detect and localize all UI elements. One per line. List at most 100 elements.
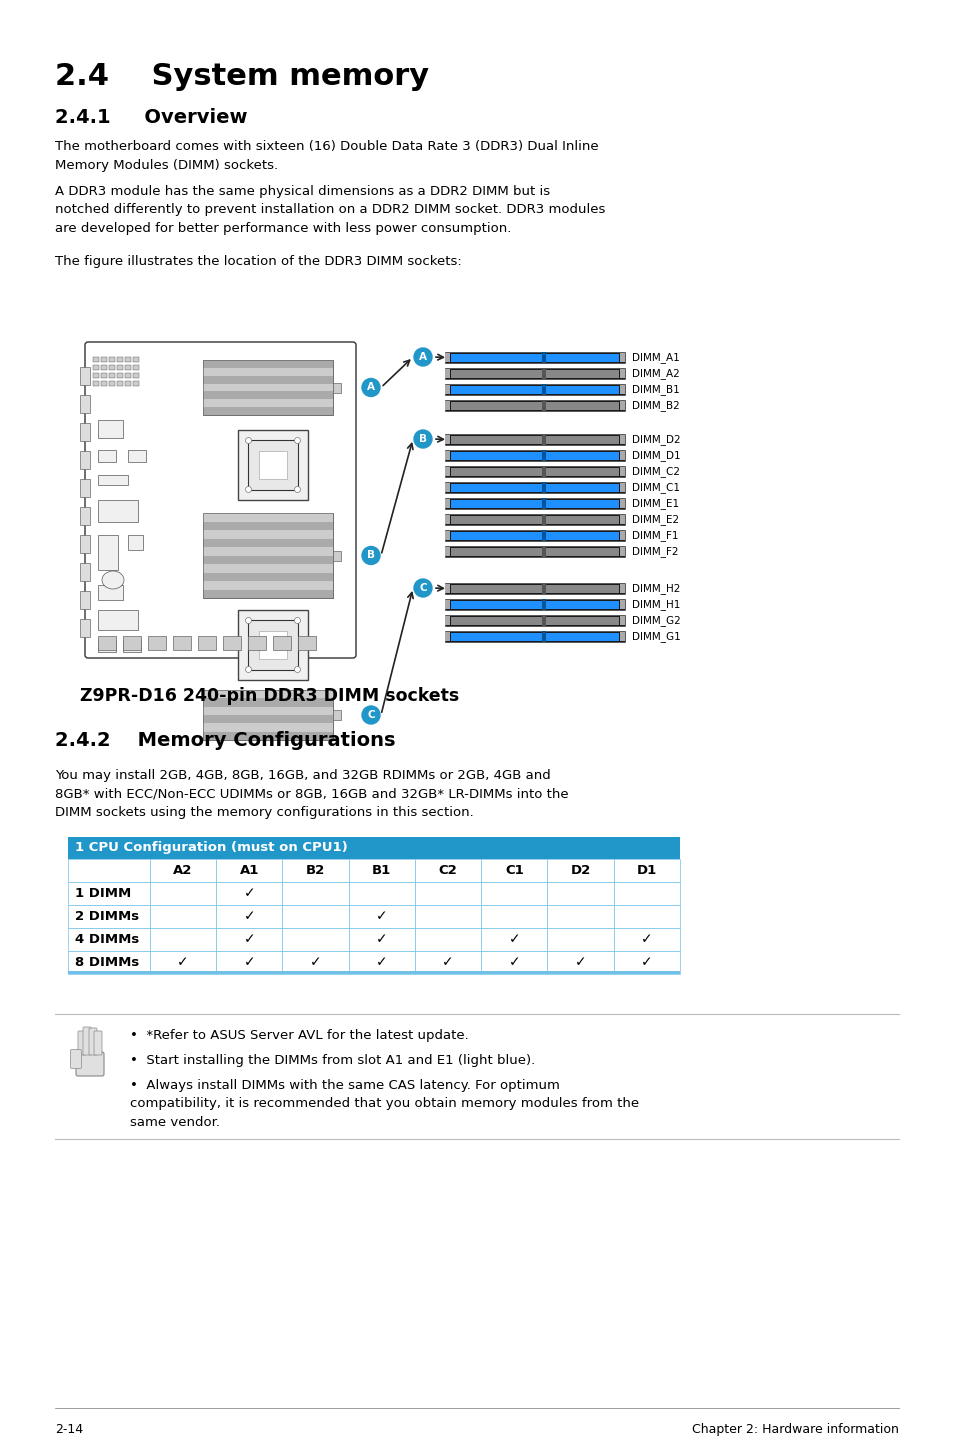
Bar	[541, 631, 545, 641]
Bar	[349, 881, 415, 905]
Circle shape	[294, 666, 300, 673]
Bar	[150, 858, 216, 881]
Text: ✓: ✓	[508, 955, 519, 969]
Bar	[203, 699, 333, 706]
Bar	[547, 858, 613, 881]
Bar	[98, 535, 118, 569]
Text: ✓: ✓	[575, 955, 586, 969]
Text: A DDR3 module has the same physical dimensions as a DDR2 DIMM but is
notched dif: A DDR3 module has the same physical dime…	[55, 186, 605, 234]
Bar	[613, 881, 679, 905]
Bar	[541, 450, 545, 462]
Bar	[444, 582, 624, 594]
Bar	[203, 360, 333, 416]
Bar	[451, 633, 618, 640]
Bar	[259, 452, 287, 479]
Bar	[125, 365, 131, 370]
Circle shape	[245, 666, 252, 673]
Bar	[541, 434, 545, 444]
Text: You may install 2GB, 4GB, 8GB, 16GB, and 32GB RDIMMs or 2GB, 4GB and
8GB* with E: You may install 2GB, 4GB, 8GB, 16GB, and…	[55, 769, 568, 820]
Text: The figure illustrates the location of the DDR3 DIMM sockets:: The figure illustrates the location of t…	[55, 255, 461, 267]
Text: ✓: ✓	[375, 932, 387, 946]
Bar	[451, 499, 618, 508]
Bar	[223, 636, 241, 650]
Bar	[444, 584, 450, 592]
Bar	[101, 357, 107, 362]
Circle shape	[414, 348, 432, 367]
Bar	[216, 951, 282, 974]
Bar	[203, 690, 333, 741]
Bar	[150, 951, 216, 974]
Bar	[203, 706, 333, 715]
Bar	[619, 499, 624, 508]
Text: Chapter 2: Hardware information: Chapter 2: Hardware information	[691, 1424, 898, 1437]
FancyBboxPatch shape	[78, 1031, 86, 1055]
Circle shape	[294, 617, 300, 624]
Bar	[203, 564, 333, 572]
Bar	[444, 452, 450, 460]
Bar	[444, 546, 624, 557]
Text: 1 DIMM: 1 DIMM	[75, 887, 132, 900]
Bar	[282, 858, 349, 881]
Bar	[92, 372, 99, 378]
Text: DIMM_F1: DIMM_F1	[631, 531, 678, 541]
Ellipse shape	[102, 571, 124, 590]
Bar	[541, 615, 545, 626]
Bar	[415, 928, 480, 951]
Bar	[541, 582, 545, 594]
Bar	[282, 881, 349, 905]
Bar	[109, 372, 115, 378]
Bar	[203, 715, 333, 723]
Bar	[541, 368, 545, 380]
Text: DIMM_C2: DIMM_C2	[631, 466, 679, 477]
Bar	[480, 905, 547, 928]
Bar	[541, 384, 545, 395]
Bar	[619, 546, 624, 557]
Bar	[132, 381, 139, 385]
Bar	[92, 365, 99, 370]
Text: 2-14: 2-14	[55, 1424, 83, 1437]
Bar	[172, 636, 191, 650]
Text: B: B	[418, 434, 427, 444]
Text: DIMM_D1: DIMM_D1	[631, 450, 679, 462]
Circle shape	[245, 486, 252, 492]
Bar	[203, 368, 333, 375]
Bar	[541, 513, 545, 525]
Text: Z9PR-D16 240-pin DDR3 DIMM sockets: Z9PR-D16 240-pin DDR3 DIMM sockets	[80, 687, 459, 705]
Bar	[237, 610, 308, 680]
Bar	[619, 352, 624, 362]
Bar	[547, 951, 613, 974]
Bar	[92, 357, 99, 362]
Bar	[444, 400, 624, 411]
Bar	[451, 617, 618, 624]
Bar	[451, 436, 618, 443]
Bar	[109, 365, 115, 370]
Bar	[203, 581, 333, 590]
Bar	[444, 352, 624, 362]
Bar	[451, 601, 618, 608]
Bar	[109, 381, 115, 385]
Text: 4 DIMMs: 4 DIMMs	[75, 933, 139, 946]
Bar	[333, 383, 340, 393]
Bar	[444, 401, 450, 410]
Bar	[444, 615, 624, 626]
Bar	[128, 450, 146, 462]
Bar	[349, 905, 415, 928]
Bar	[444, 546, 450, 557]
Text: DIMM_H1: DIMM_H1	[631, 600, 679, 610]
Text: DIMM_B1: DIMM_B1	[631, 384, 679, 395]
Bar	[444, 531, 624, 541]
Bar	[541, 466, 545, 477]
FancyBboxPatch shape	[83, 1027, 91, 1055]
Bar	[203, 513, 333, 598]
Text: •  Start installing the DIMMs from slot A1 and E1 (light blue).: • Start installing the DIMMs from slot A…	[130, 1054, 535, 1067]
Text: ✓: ✓	[243, 886, 254, 900]
Text: ✓: ✓	[310, 955, 321, 969]
Bar	[547, 905, 613, 928]
Bar	[444, 352, 450, 362]
Bar	[613, 905, 679, 928]
Bar	[80, 395, 90, 413]
Bar	[415, 858, 480, 881]
Bar	[248, 636, 266, 650]
FancyBboxPatch shape	[94, 1031, 102, 1055]
Bar	[198, 636, 215, 650]
